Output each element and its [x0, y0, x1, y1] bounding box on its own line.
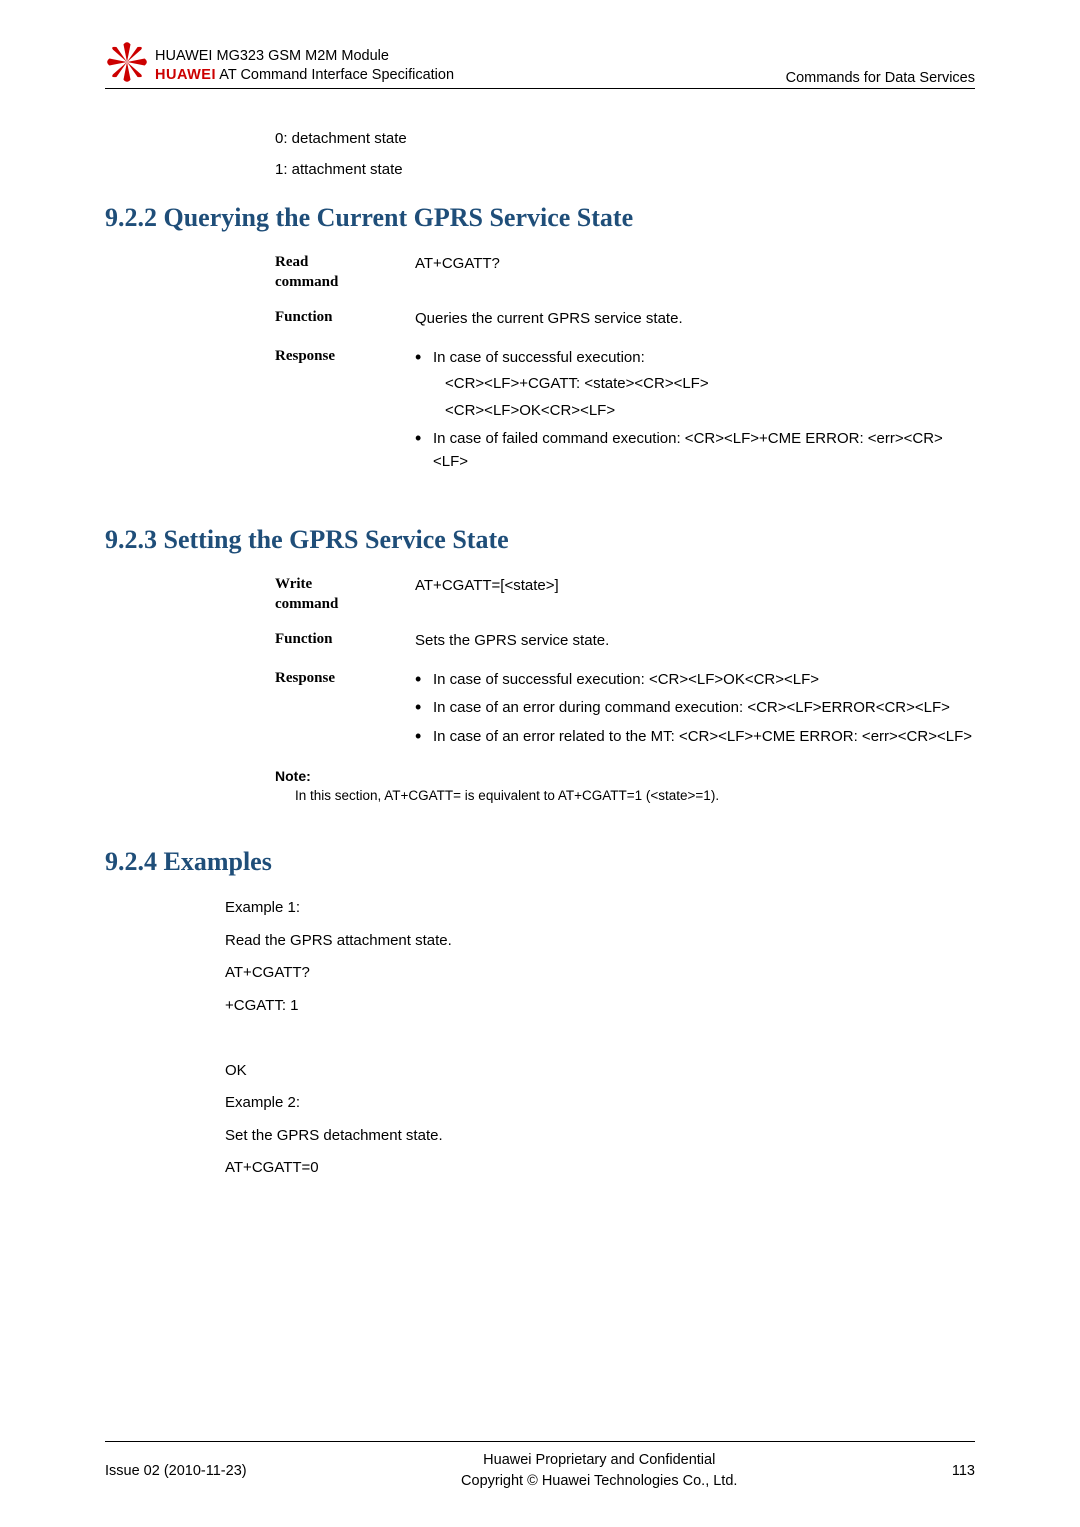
write-command-row: Write command AT+CGATT=[<state>] [275, 575, 975, 614]
footer-center: Huawei Proprietary and Confidential Copy… [247, 1450, 952, 1491]
example-line [225, 1027, 975, 1050]
bullet-item: • In case of failed command execution: <… [415, 428, 975, 473]
label-line: Write [275, 576, 312, 592]
section-heading-922: 9.2.2 Querying the Current GPRS Service … [105, 203, 975, 233]
doc-title-line: HUAWEI AT Command Interface Specificatio… [155, 66, 454, 86]
product-name: HUAWEI MG323 GSM M2M Module [155, 47, 454, 67]
function-value: Queries the current GPRS service state. [415, 308, 975, 331]
note-block: Note: In this section, AT+CGATT= is equi… [275, 768, 975, 803]
header-left-block: HUAWEI MG323 GSM M2M Module HUAWEI AT Co… [155, 47, 454, 86]
label-line: Read [275, 254, 308, 270]
page-header: HUAWEI MG323 GSM M2M Module HUAWEI AT Co… [105, 40, 975, 89]
bullet-item: • In case of successful execution: <CR><… [415, 669, 975, 692]
read-command-value: AT+CGATT? [415, 253, 975, 292]
note-text: In this section, AT+CGATT= is equivalent… [295, 788, 975, 803]
bullet-text: In case of successful execution: <CR><LF… [433, 669, 975, 692]
function-label: Function [275, 630, 415, 653]
example-line: AT+CGATT? [225, 962, 975, 985]
note-label: Note: [275, 768, 975, 784]
huawei-logo-icon [105, 40, 149, 84]
footer-line1: Huawei Proprietary and Confidential [483, 1452, 715, 1468]
bullet-text: In case of successful execution: [433, 347, 975, 370]
example-line: Example 2: [225, 1092, 975, 1115]
response-sub: <CR><LF>+CGATT: <state><CR><LF> [445, 373, 975, 396]
label-line: command [275, 596, 338, 612]
bullet-item: • In case of successful execution: [415, 347, 975, 370]
bullet-icon: • [415, 669, 433, 692]
page-content: 0: detachment state 1: attachment state … [105, 128, 975, 1190]
definition-table-923: Write command AT+CGATT=[<state>] Functio… [275, 575, 975, 752]
bullet-text: In case of an error related to the MT: <… [433, 726, 975, 749]
response-value: • In case of successful execution: <CR><… [415, 347, 975, 478]
response-sub: <CR><LF>OK<CR><LF> [445, 400, 975, 423]
section-heading-923: 9.2.3 Setting the GPRS Service State [105, 525, 975, 555]
bullet-text: In case of an error during command execu… [433, 697, 975, 720]
label-line: command [275, 274, 338, 290]
bullet-item: • In case of an error during command exe… [415, 697, 975, 720]
issue-text: Issue 02 (2010-11-23) [105, 1463, 247, 1479]
chapter-title: Commands for Data Services [786, 70, 975, 86]
bullet-icon: • [415, 347, 433, 370]
brand-text: HUAWEI [155, 67, 216, 83]
example-line: AT+CGATT=0 [225, 1157, 975, 1180]
function-value: Sets the GPRS service state. [415, 630, 975, 653]
bullet-icon: • [415, 697, 433, 720]
function-label: Function [275, 308, 415, 331]
bullet-item: • In case of an error related to the MT:… [415, 726, 975, 749]
bullet-icon: • [415, 726, 433, 749]
doc-title: AT Command Interface Specification [216, 67, 454, 83]
response-row: Response • In case of successful executi… [275, 347, 975, 478]
examples-block: Example 1: Read the GPRS attachment stat… [225, 897, 975, 1180]
example-line: Example 1: [225, 897, 975, 920]
response-value: • In case of successful execution: <CR><… [415, 669, 975, 753]
write-command-value: AT+CGATT=[<state>] [415, 575, 975, 614]
example-line: Read the GPRS attachment state. [225, 930, 975, 953]
section-heading-924: 9.2.4 Examples [105, 847, 975, 877]
write-command-label: Write command [275, 575, 415, 614]
page-number: 113 [952, 1463, 975, 1479]
bullet-text: In case of failed command execution: <CR… [433, 428, 975, 473]
response-row: Response • In case of successful executi… [275, 669, 975, 753]
function-row: Function Queries the current GPRS servic… [275, 308, 975, 331]
example-line: +CGATT: 1 [225, 995, 975, 1018]
list-item: 1: attachment state [275, 159, 975, 182]
bullet-icon: • [415, 428, 433, 473]
intro-list: 0: detachment state 1: attachment state [275, 128, 975, 181]
page-footer: Issue 02 (2010-11-23) Huawei Proprietary… [105, 1441, 975, 1491]
response-label: Response [275, 669, 415, 753]
footer-line2: Copyright © Huawei Technologies Co., Ltd… [461, 1473, 737, 1489]
list-item: 0: detachment state [275, 128, 975, 151]
example-line: OK [225, 1060, 975, 1083]
definition-table-922: Read command AT+CGATT? Function Queries … [275, 253, 975, 477]
read-command-row: Read command AT+CGATT? [275, 253, 975, 292]
read-command-label: Read command [275, 253, 415, 292]
function-row: Function Sets the GPRS service state. [275, 630, 975, 653]
response-label: Response [275, 347, 415, 478]
example-line: Set the GPRS detachment state. [225, 1125, 975, 1148]
